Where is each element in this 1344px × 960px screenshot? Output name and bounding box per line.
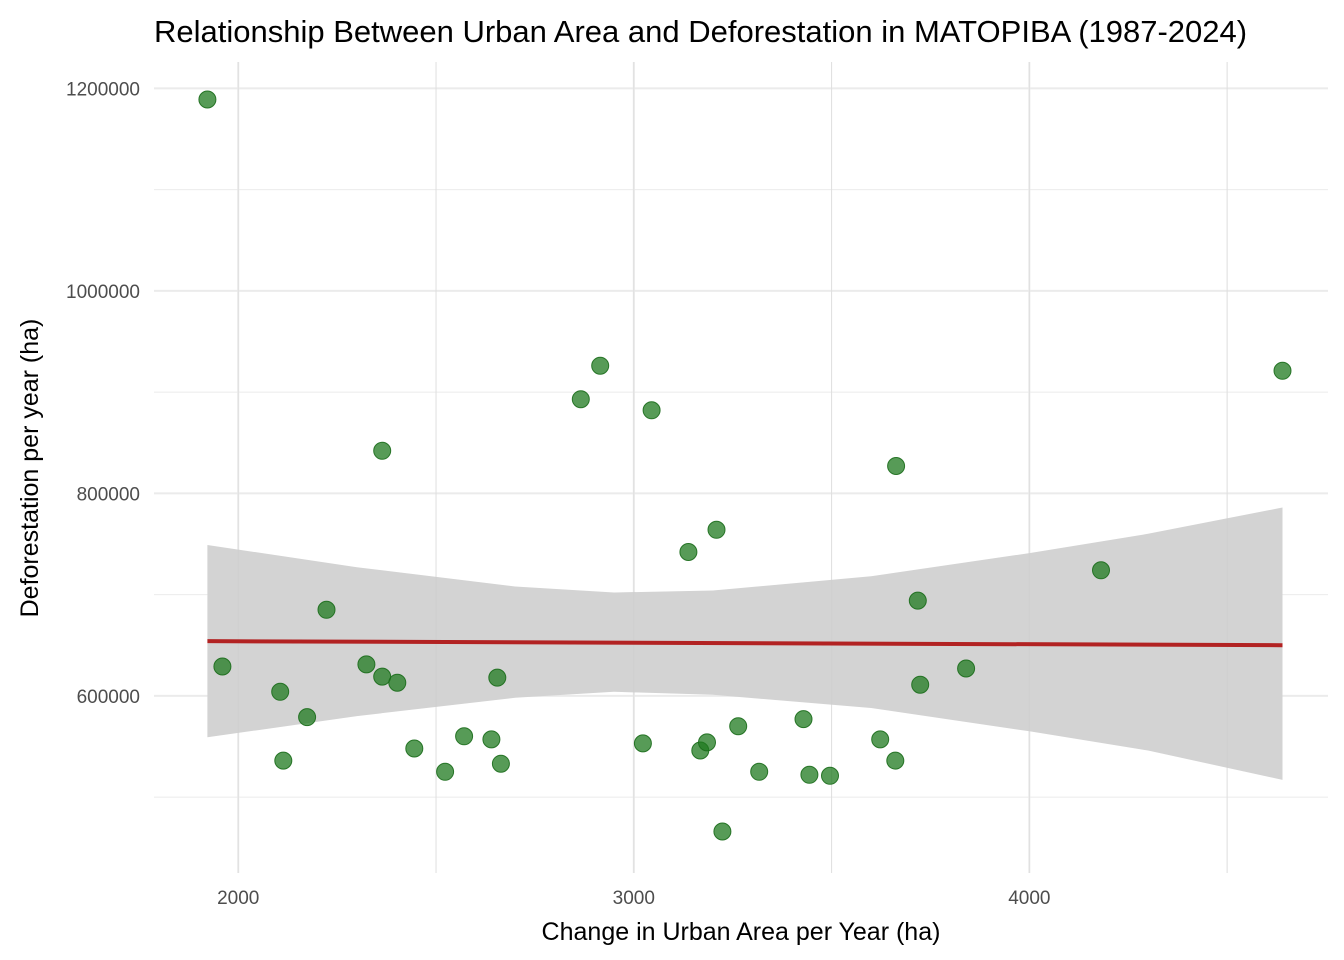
data-point [821, 766, 839, 785]
data-point [405, 739, 424, 758]
grid-overlay [237, 62, 1228, 873]
data-point [488, 668, 507, 687]
data-point [886, 751, 905, 770]
data-point [482, 730, 501, 749]
data-point [571, 390, 590, 409]
y-tick-label: 1000000 [66, 282, 140, 303]
x-tick-label: 3000 [613, 888, 655, 909]
data-point [373, 667, 392, 686]
data-point [388, 673, 407, 692]
data-point [491, 754, 510, 773]
data-point [455, 727, 474, 746]
data-point [908, 591, 927, 610]
data-point [642, 401, 661, 420]
data-point [707, 520, 726, 539]
data-point [357, 655, 376, 674]
data-point [198, 90, 217, 109]
data-point [298, 708, 317, 727]
data-point [373, 441, 392, 460]
y-tick-label: 800000 [77, 484, 140, 505]
data-point [1273, 361, 1292, 380]
x-axis-title: Change in Urban Area per Year (ha) [542, 918, 941, 946]
data-point [800, 765, 819, 784]
data-point [633, 734, 652, 753]
data-points [198, 90, 1292, 841]
data-point [679, 543, 698, 561]
data-point [911, 675, 930, 694]
data-point [794, 710, 813, 729]
data-point [698, 733, 716, 752]
data-point [1092, 561, 1110, 580]
y-axis-ticks: 600000 800000 1000000 1200000 [66, 79, 140, 707]
data-point [591, 356, 610, 375]
y-axis-title: Deforestation per year (ha) [16, 319, 44, 618]
data-point [436, 762, 455, 781]
data-point [871, 730, 890, 749]
chart-title: Relationship Between Urban Area and Defo… [154, 14, 1247, 49]
data-point [750, 762, 769, 781]
x-tick-label: 2000 [217, 888, 259, 909]
data-point [317, 600, 336, 619]
data-point [957, 659, 976, 678]
data-point [274, 751, 293, 770]
data-point [713, 822, 732, 841]
y-tick-label: 1200000 [66, 79, 140, 100]
data-point [213, 657, 232, 676]
regression-line [207, 639, 1283, 648]
x-tick-label: 4000 [1008, 888, 1050, 909]
x-axis-ticks: 2000 3000 4000 [217, 888, 1050, 909]
data-point [271, 682, 290, 701]
y-tick-label: 600000 [77, 687, 140, 708]
data-point [887, 457, 906, 475]
data-point [729, 717, 748, 736]
